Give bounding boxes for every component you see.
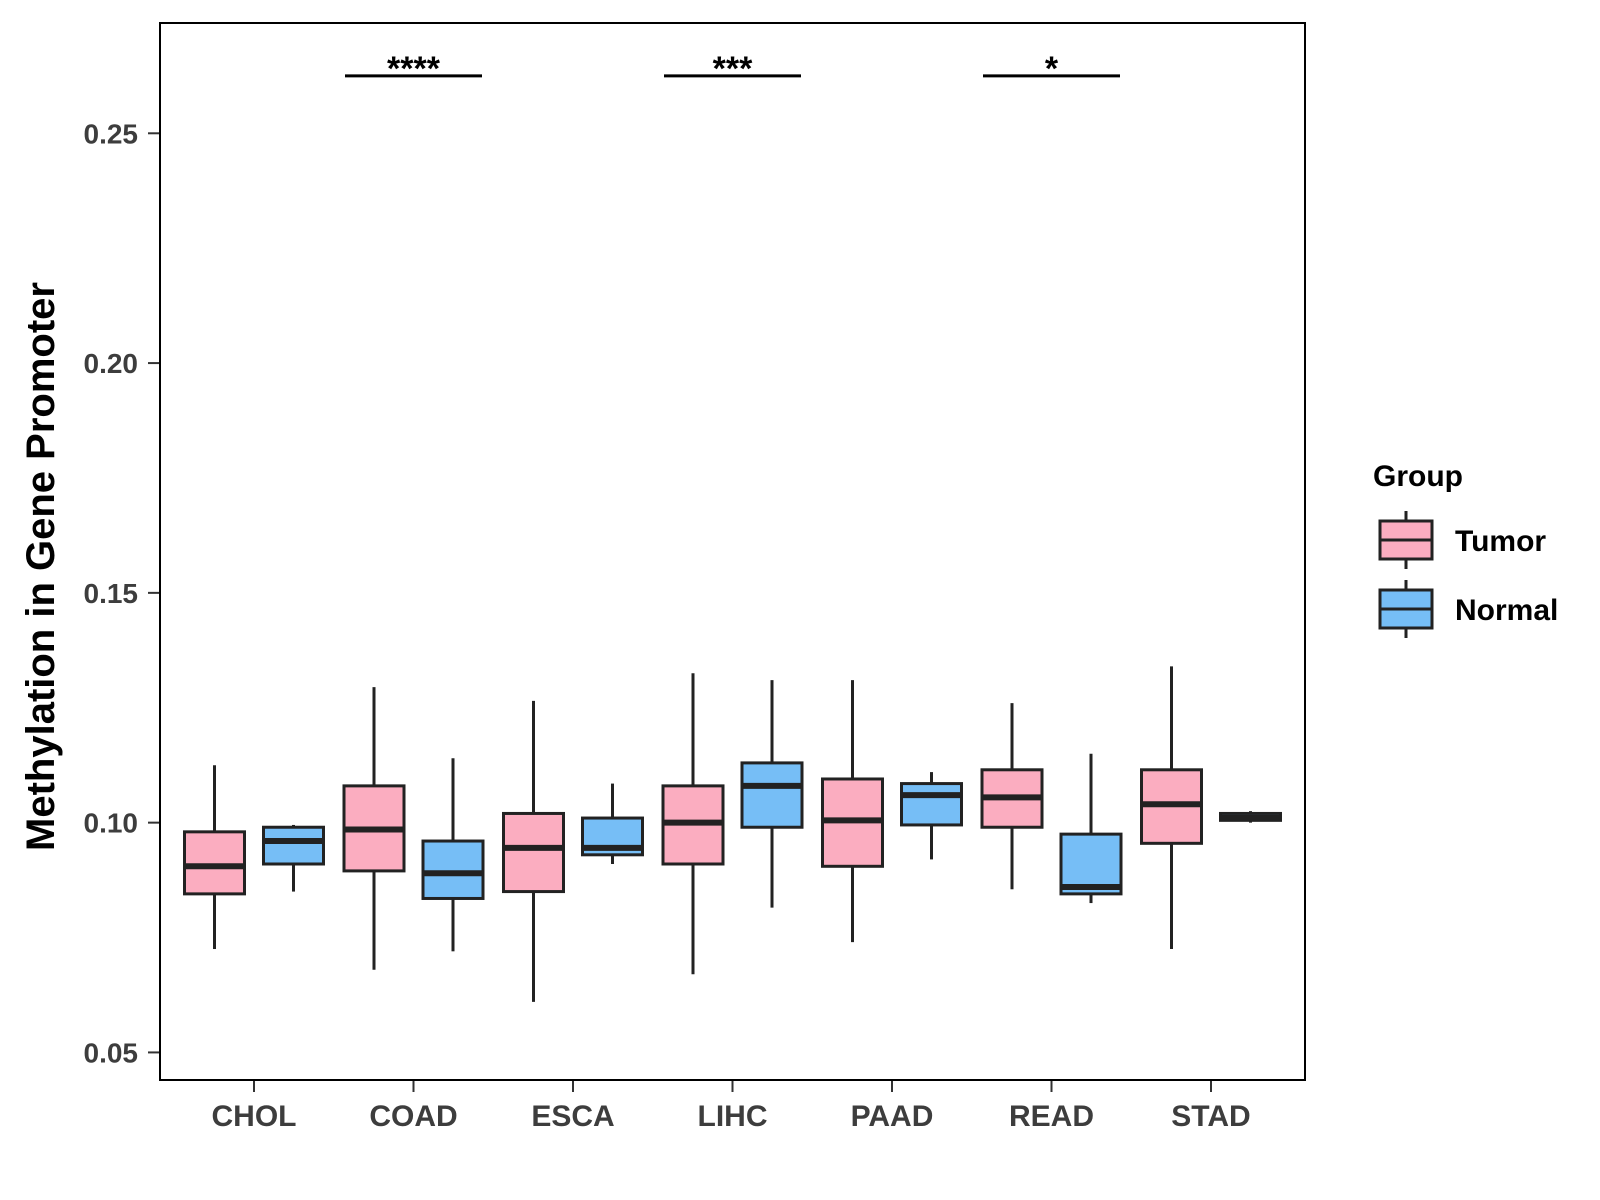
legend-label: Normal bbox=[1455, 594, 1558, 627]
significance-label: **** bbox=[387, 50, 441, 88]
y-tick-label: 0.25 bbox=[84, 118, 139, 149]
box-tumor-read bbox=[980, 703, 1044, 890]
box-tumor-chol bbox=[183, 765, 246, 950]
legend-item-tumor: Tumor bbox=[1378, 511, 1546, 569]
y-tick-label: 0.20 bbox=[84, 348, 139, 379]
y-tick-label: 0.05 bbox=[84, 1037, 139, 1068]
box-body bbox=[183, 830, 246, 896]
box-tumor-esca bbox=[502, 700, 565, 1002]
box-body bbox=[1059, 832, 1123, 896]
y-axis-title: Methylation in Gene Promoter bbox=[19, 282, 63, 851]
box-normal-paad bbox=[900, 772, 963, 860]
significance-label: * bbox=[1045, 50, 1059, 88]
x-tick-label: READ bbox=[1009, 1100, 1094, 1133]
box-body bbox=[502, 811, 565, 894]
plot-panel bbox=[159, 22, 1306, 1081]
box-normal-stad bbox=[1219, 811, 1282, 823]
significance-layer: **** *** * bbox=[345, 50, 1120, 88]
x-tick-label: PAAD bbox=[851, 1100, 934, 1133]
box-body bbox=[421, 839, 485, 900]
x-tick-label: COAD bbox=[369, 1100, 457, 1133]
box-normal-lihc bbox=[740, 680, 804, 908]
y-tick-label: 0.10 bbox=[84, 808, 139, 839]
box-normal-coad bbox=[421, 758, 485, 952]
x-tick-label: STAD bbox=[1171, 1100, 1250, 1133]
boxes-layer bbox=[183, 666, 1282, 1002]
y-tick-label: 0.15 bbox=[84, 578, 139, 609]
box-tumor-paad bbox=[821, 680, 884, 943]
box-body bbox=[262, 825, 325, 866]
box-normal-chol bbox=[262, 824, 325, 892]
y-axis: 0.05 0.10 0.15 0.20 0.25 bbox=[84, 118, 160, 1068]
x-tick-label: CHOL bbox=[212, 1100, 297, 1133]
box-normal-esca bbox=[581, 783, 644, 865]
box-normal-read bbox=[1059, 753, 1123, 904]
legend-item-normal: Normal bbox=[1378, 580, 1558, 638]
x-tick-label: ESCA bbox=[531, 1100, 614, 1133]
legend: Group Tumor Normal bbox=[1373, 460, 1558, 638]
x-tick-label: LIHC bbox=[698, 1100, 768, 1133]
box-tumor-coad bbox=[342, 687, 406, 970]
significance-label: *** bbox=[713, 50, 753, 88]
box-tumor-lihc bbox=[661, 673, 725, 975]
legend-label: Tumor bbox=[1455, 525, 1546, 558]
box-tumor-stad bbox=[1140, 666, 1203, 950]
box-body bbox=[740, 761, 804, 829]
box-body bbox=[900, 782, 963, 827]
x-axis: CHOL COAD ESCA LIHC PAAD READ STAD bbox=[212, 1080, 1251, 1133]
legend-title: Group bbox=[1373, 460, 1463, 493]
